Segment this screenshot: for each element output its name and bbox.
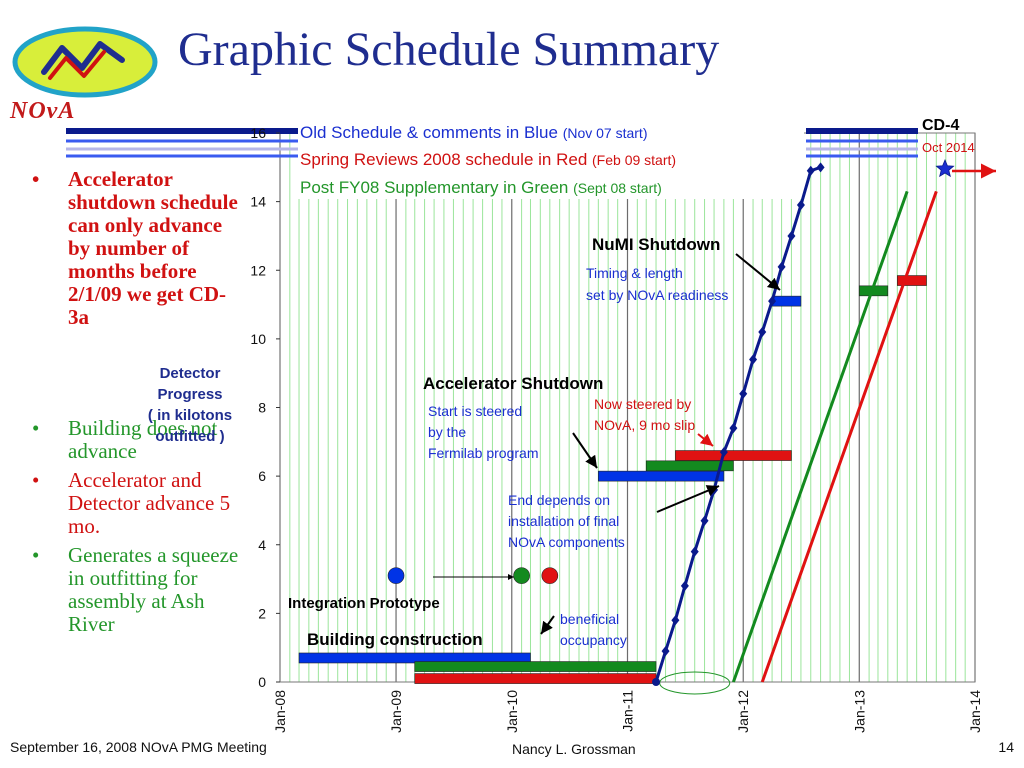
data-point bbox=[777, 261, 786, 272]
chart-annotation: End depends on bbox=[508, 492, 610, 508]
data-point bbox=[787, 230, 796, 241]
bullet-item: • Accelerator and Detector advance 5 mo. bbox=[32, 469, 242, 538]
y-tick-label: 2 bbox=[258, 605, 266, 621]
bullet-icon: • bbox=[32, 167, 40, 191]
x-tick-label: Jan-11 bbox=[620, 690, 636, 732]
y-tick-label: 16 bbox=[250, 125, 266, 141]
milestone-dot bbox=[541, 567, 559, 584]
x-tick-label: Jan-10 bbox=[504, 690, 520, 733]
bullet-text: Accelerator shutdown schedule can only a… bbox=[68, 167, 238, 329]
nova-logo-wave-icon bbox=[48, 50, 106, 80]
chart-annotation: Now steered by bbox=[594, 396, 691, 412]
slide-title: Graphic Schedule Summary bbox=[178, 23, 720, 76]
data-point bbox=[652, 678, 661, 686]
x-tick-label: Jan-13 bbox=[851, 690, 867, 733]
chart-annotation: set by NOvA readiness bbox=[586, 287, 728, 303]
bullet-text: Accelerator and Detector advance 5 mo. bbox=[68, 468, 231, 538]
chart-annotation: Accelerator Shutdown bbox=[423, 374, 603, 393]
data-point bbox=[719, 447, 728, 458]
footer-meeting: September 16, 2008 NOvA PMG Meeting bbox=[10, 739, 267, 755]
cd4-star-icon bbox=[935, 158, 955, 178]
bullet-item: • Generates a squeeze in outfitting for a… bbox=[32, 544, 242, 636]
detector-label-line: outfitted ) bbox=[155, 428, 225, 445]
data-point bbox=[729, 423, 738, 434]
chart-annotation: Start is steered bbox=[428, 403, 522, 419]
y-tick-label: 14 bbox=[250, 194, 266, 210]
detector-label-line: Progress bbox=[157, 386, 223, 403]
data-point bbox=[768, 296, 777, 307]
chart-annotation: occupancy bbox=[560, 632, 627, 648]
chart-annotation: installation of final bbox=[508, 513, 619, 529]
chart-annotation: NOvA, 9 mo slip bbox=[594, 417, 695, 433]
data-point bbox=[816, 162, 825, 173]
milestone-dot bbox=[387, 567, 405, 584]
bullet-text: Building does not advance bbox=[68, 416, 218, 463]
annotation-arrow-icon bbox=[656, 485, 720, 513]
bullet-text: Generates a squeeze in outfitting for as… bbox=[68, 543, 239, 636]
chart-annotation: NuMI Shutdown bbox=[592, 235, 720, 254]
bullet-item: • Accelerator shutdown schedule can only … bbox=[32, 168, 242, 329]
bullet-item: • Building does not advance bbox=[32, 417, 242, 463]
y-tick-label: 0 bbox=[258, 674, 266, 690]
detector-label-line: Detector bbox=[159, 365, 221, 382]
schedule-bar bbox=[675, 450, 792, 461]
footer-author: Nancy L. Grossman bbox=[512, 741, 636, 757]
schedule-bar bbox=[897, 275, 927, 286]
bullet-list: • Accelerator shutdown schedule can only … bbox=[32, 168, 242, 642]
chart-annotation: Oct 2014 bbox=[922, 140, 975, 155]
data-point bbox=[671, 615, 680, 626]
bullet-icon: • bbox=[32, 416, 40, 440]
x-tick-label: Jan-08 bbox=[272, 690, 288, 733]
annotation-arrow-icon bbox=[540, 615, 555, 635]
chart-annotation: by the bbox=[428, 424, 466, 440]
chart-annotation: CD-4 bbox=[922, 117, 959, 134]
schedule-bar bbox=[414, 673, 657, 684]
y-tick-label: 6 bbox=[258, 468, 266, 484]
y-tick-label: 12 bbox=[250, 262, 266, 278]
nova-logo-wave-icon bbox=[41, 41, 125, 75]
x-tick-label: Jan-14 bbox=[967, 690, 983, 733]
bullet-icon: • bbox=[32, 543, 40, 567]
schedule-bar bbox=[598, 470, 725, 482]
chart-annotation: NOvA components bbox=[508, 534, 625, 550]
data-point bbox=[680, 580, 689, 591]
milestone-dot bbox=[513, 567, 530, 584]
annotation-arrow-icon bbox=[735, 253, 781, 291]
chart-annotation: Fermilab program bbox=[428, 445, 538, 461]
data-point bbox=[700, 515, 709, 526]
data-point bbox=[806, 165, 815, 176]
series-line bbox=[731, 190, 909, 683]
legend-entry: Old Schedule & comments in Blue (Nov 07 … bbox=[300, 123, 648, 142]
data-point bbox=[758, 327, 767, 338]
data-point bbox=[796, 200, 805, 211]
annotation-arrow-icon bbox=[572, 432, 598, 469]
x-tick-label: Jan-12 bbox=[735, 690, 751, 733]
chart-annotation: Timing & length bbox=[586, 265, 683, 281]
x-tick-label: Jan-09 bbox=[388, 690, 404, 733]
detector-label-line: ( in kilotons bbox=[147, 407, 233, 424]
series-line bbox=[760, 190, 938, 683]
y-tick-label: 10 bbox=[250, 331, 266, 347]
series-line bbox=[654, 165, 822, 683]
annotation-arrow-icon bbox=[697, 433, 714, 447]
nova-logo-text: NOvA bbox=[10, 98, 76, 124]
data-point bbox=[690, 546, 699, 557]
data-point bbox=[739, 388, 748, 399]
y-tick-label: 4 bbox=[258, 537, 266, 553]
chart-annotation: Integration Prototype bbox=[288, 595, 440, 612]
footer-page-number: 14 bbox=[998, 739, 1014, 755]
y-tick-label: 8 bbox=[258, 400, 266, 416]
schedule-bar bbox=[771, 295, 802, 307]
data-point bbox=[661, 646, 670, 657]
legend-background bbox=[298, 119, 804, 199]
legend-entry: Post FY08 Supplementary in Green (Sept 0… bbox=[300, 178, 662, 197]
legend-entry: Spring Reviews 2008 schedule in Red (Feb… bbox=[300, 150, 676, 169]
detector-progress-label: Detector Progress ( in kilotons outfitte… bbox=[130, 363, 250, 447]
schedule-bar bbox=[414, 661, 657, 672]
chart-annotation: Building construction bbox=[307, 630, 483, 649]
chart-annotation: beneficial bbox=[560, 611, 619, 627]
data-point bbox=[749, 354, 758, 365]
bullet-icon: • bbox=[32, 468, 40, 492]
